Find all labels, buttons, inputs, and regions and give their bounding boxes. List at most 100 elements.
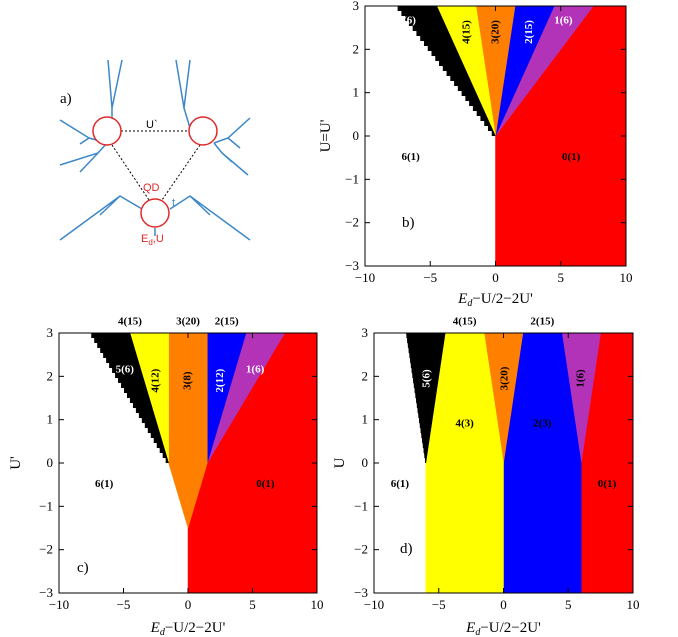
region-label: 3(8) [182, 371, 194, 390]
dot-bond [161, 144, 201, 201]
region-edge-step [419, 418, 420, 423]
region-edge-step [431, 51, 436, 56]
lead-wire [59, 195, 143, 241]
region-label: 3(20) [176, 316, 200, 328]
region-edge-step [423, 448, 425, 453]
region-edge-step [121, 383, 124, 388]
lead-wire [213, 142, 249, 176]
quantum-dots [92, 116, 218, 228]
region-edge-step [132, 403, 136, 408]
region-edge-step [147, 428, 151, 433]
y-tick-label: −1 [345, 171, 359, 186]
region-edge-step [487, 126, 492, 131]
region-label: 2(15) [530, 316, 554, 328]
region-edge-step [91, 333, 95, 338]
region-label: 3(20) [498, 366, 510, 390]
y-axis-label: U=U' [318, 119, 334, 152]
x-axis-label: Ed−U/2−2U' [457, 291, 533, 309]
panel-label: b) [402, 215, 415, 231]
region-edge-step [421, 433, 423, 438]
region-label: 0(1) [598, 478, 617, 490]
region-edge-step [150, 433, 154, 438]
y-tick-label: −2 [354, 542, 368, 557]
region-edge-step [419, 423, 421, 428]
region-label: 4(15) [118, 316, 142, 328]
region-edge-step [423, 41, 428, 46]
region-label: 6(1) [391, 478, 410, 490]
region-edge-step [409, 353, 411, 358]
region-edge-step [103, 353, 107, 358]
x-tick-label: −10 [364, 597, 384, 612]
label-uprime: U` [146, 119, 158, 131]
region-label: 0(1) [256, 478, 275, 490]
x-tick-label: 5 [249, 597, 256, 612]
x-tick-label: −5 [432, 597, 446, 612]
region-edge-step [411, 368, 413, 373]
y-axis-label: U' [8, 456, 24, 470]
region-label: 5(6) [116, 363, 135, 375]
x-tick-label: 10 [627, 597, 640, 612]
region-label: 6(1) [402, 151, 421, 163]
x-tick-label: 5 [558, 270, 565, 285]
lead-wire [169, 195, 251, 241]
region-edge-step [422, 443, 424, 448]
region-edge-step [454, 81, 458, 86]
region-label: 4(12) [149, 368, 161, 392]
region-edge-step [138, 413, 142, 418]
dot-bond [111, 144, 150, 201]
region-edge-step [424, 453, 426, 458]
x-tick-label: −10 [49, 597, 69, 612]
region-edge-step [412, 373, 414, 378]
region-edge-step [420, 428, 422, 433]
region-label: 1(6) [575, 369, 587, 388]
y-tick-label: 1 [47, 412, 54, 427]
y-tick-label: 2 [353, 41, 360, 56]
y-tick-label: −2 [39, 542, 53, 557]
region-edge-step [407, 343, 409, 348]
region-edge-step [141, 418, 145, 423]
region-edge-step [439, 61, 443, 66]
region-edge-step [129, 398, 133, 403]
region-edge-step [397, 6, 402, 11]
panel-label: c) [77, 560, 89, 576]
region-label: 2(15) [523, 20, 535, 44]
region-edge-step [457, 86, 462, 91]
region-label: 4(3) [455, 418, 474, 430]
y-axis-label: U [332, 457, 348, 468]
region-edge-step [410, 358, 411, 363]
region-edge-step [461, 91, 466, 96]
region-edge-step [401, 11, 406, 16]
region-label: 0(1) [562, 151, 581, 163]
panel-label-a: a) [60, 91, 72, 107]
label-qd: QD [143, 182, 160, 194]
region-edge-step [435, 56, 440, 61]
region-label: 6(1) [95, 478, 114, 490]
region-edge-step [418, 413, 420, 418]
region-edge-step [450, 76, 455, 81]
region-edge-step [109, 363, 113, 368]
region-label: 2(3) [533, 418, 552, 430]
region-edge-step [144, 423, 148, 428]
region-edge-step [413, 383, 415, 388]
region-edge-step [100, 348, 104, 353]
region-edge-step [405, 16, 409, 21]
region-label: 5(6) [421, 369, 433, 388]
region-edge-step [472, 106, 477, 111]
panel-label: d) [400, 541, 413, 557]
x-axis-label: Ed−U/2−2U' [150, 620, 226, 637]
region-edge-step [427, 46, 432, 51]
region-label: 2(15) [215, 316, 239, 328]
quantum-dot [188, 116, 218, 146]
y-tick-label: 0 [362, 455, 369, 470]
region-edge-step [415, 393, 417, 398]
y-tick-label: −3 [354, 585, 368, 600]
region-edge-step [153, 438, 157, 443]
region-edge-step [425, 458, 426, 463]
y-tick-label: 3 [353, 0, 360, 13]
region-edge-step [162, 453, 166, 458]
region-edge-step [484, 121, 488, 126]
region-edge-step [112, 368, 116, 373]
region-label: 4(15) [453, 316, 477, 328]
